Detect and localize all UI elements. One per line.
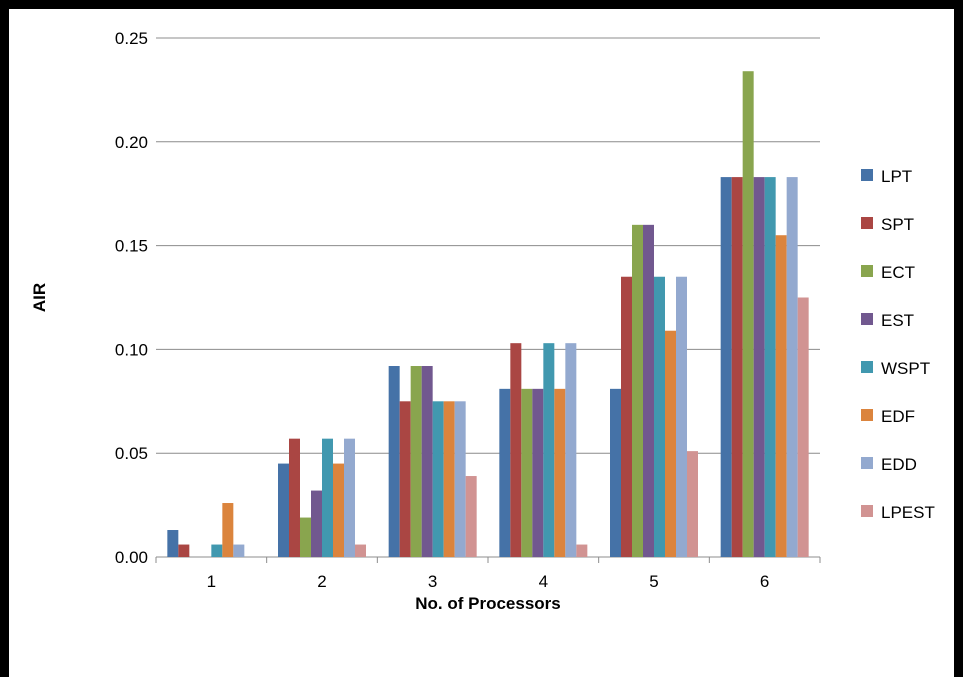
- bar-ect-5: [632, 224, 643, 557]
- bar-edf-6: [775, 235, 787, 557]
- bar-lpest-2: [355, 544, 366, 557]
- x-tick-label: 2: [317, 572, 326, 591]
- bar-wspt-2: [322, 438, 333, 557]
- gridlines: [155, 37, 821, 563]
- bar-spt-3: [399, 401, 411, 557]
- legend-swatch-wspt: [861, 361, 873, 373]
- bar-ect-4: [521, 388, 533, 557]
- x-tick-label: 4: [539, 572, 548, 591]
- bar-wspt-3: [432, 401, 444, 557]
- bar-spt-2: [289, 438, 300, 557]
- legend-swatch-spt: [861, 217, 873, 229]
- bar-est-5: [643, 224, 654, 557]
- bars: [167, 71, 809, 558]
- x-tick-labels: 1 2 3 4 5 6: [207, 572, 770, 591]
- bar-edd-3: [454, 401, 466, 557]
- bar-est-6: [753, 177, 765, 558]
- bar-ect-3: [410, 366, 422, 557]
- bar-wspt-5: [654, 276, 665, 557]
- bar-edf-5: [665, 330, 676, 557]
- bar-spt-1: [178, 544, 190, 557]
- legend: LPT SPT ECT EST WSPT EDF EDD LPEST: [861, 167, 935, 522]
- bar-edd-4: [565, 343, 577, 557]
- legend-swatch-lpt: [861, 169, 873, 181]
- x-tick-label: 5: [649, 572, 658, 591]
- bar-lpt-6: [720, 177, 732, 558]
- bar-spt-4: [510, 343, 522, 557]
- bar-edf-3: [443, 401, 455, 557]
- legend-label-edd: EDD: [881, 455, 917, 474]
- bar-ect-6: [742, 71, 754, 557]
- legend-swatch-est: [861, 313, 873, 325]
- bar-est-2: [311, 490, 322, 557]
- legend-label-wspt: WSPT: [881, 359, 930, 378]
- y-tick-label: 0.20: [115, 133, 148, 152]
- bar-wspt-4: [543, 343, 555, 557]
- x-tick-label: 3: [428, 572, 437, 591]
- bar-wspt-6: [764, 177, 776, 558]
- legend-label-ect: ECT: [881, 263, 915, 282]
- legend-swatch-ect: [861, 265, 873, 277]
- legend-swatch-edd: [861, 457, 873, 469]
- bar-lpt-4: [499, 388, 511, 557]
- legend-label-est: EST: [881, 311, 914, 330]
- bar-lpest-3: [465, 476, 477, 557]
- legend-label-spt: SPT: [881, 215, 914, 234]
- bar-est-4: [532, 388, 544, 557]
- legend-label-edf: EDF: [881, 407, 915, 426]
- x-tick-label: 1: [207, 572, 216, 591]
- legend-swatch-edf: [861, 409, 873, 421]
- bar-wspt-1: [211, 544, 223, 557]
- y-tick-label: 0.25: [115, 29, 148, 48]
- bar-ect-2: [300, 517, 311, 557]
- bar-lpt-1: [167, 530, 179, 557]
- bar-edd-1: [233, 544, 245, 557]
- bar-lpest-4: [576, 544, 588, 557]
- x-tick-label: 6: [760, 572, 769, 591]
- bar-edf-1: [222, 503, 234, 557]
- legend-label-lpest: LPEST: [881, 503, 935, 522]
- bar-edd-2: [344, 438, 355, 557]
- bar-edd-5: [676, 276, 687, 557]
- bar-spt-6: [731, 177, 743, 558]
- bar-lpest-6: [797, 297, 809, 557]
- bar-edf-4: [554, 388, 566, 557]
- legend-swatch-lpest: [861, 505, 873, 517]
- bar-lpt-2: [278, 463, 289, 557]
- bar-lpt-5: [610, 388, 621, 557]
- bar-edd-6: [786, 177, 798, 558]
- y-tick-label: 0.15: [115, 237, 148, 256]
- y-tick-label: 0.00: [115, 548, 148, 567]
- x-axis-title: No. of Processors: [415, 594, 561, 613]
- bar-lpest-5: [687, 451, 698, 557]
- bar-spt-5: [621, 276, 632, 557]
- y-tick-label: 0.10: [115, 340, 148, 359]
- y-tick-label: 0.05: [115, 444, 148, 463]
- y-tick-labels: 0.00 0.05 0.10 0.15 0.20 0.25: [115, 29, 148, 567]
- bar-edf-2: [333, 463, 344, 557]
- bar-est-3: [421, 366, 433, 557]
- legend-label-lpt: LPT: [881, 167, 912, 186]
- y-axis-title: AIR: [30, 283, 49, 312]
- bar-lpt-3: [388, 366, 400, 557]
